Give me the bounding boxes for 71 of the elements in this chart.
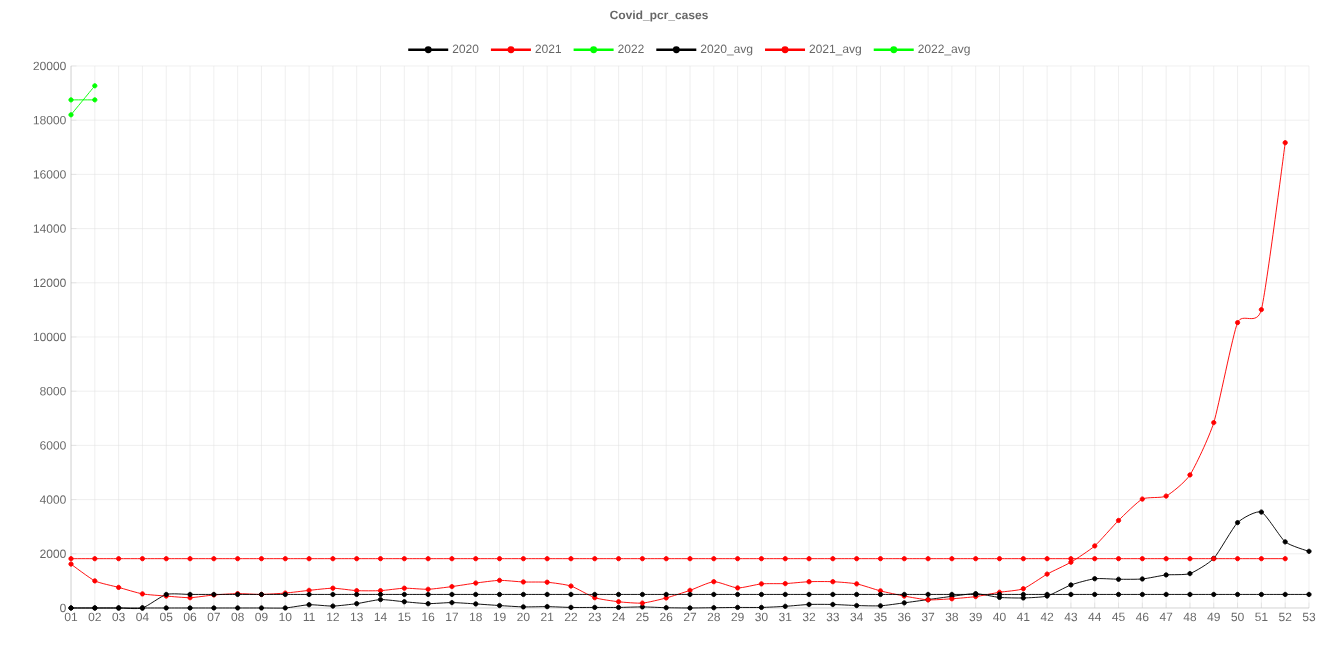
x-tick-label: 43 [1064,612,1078,622]
x-tick-label: 10 [279,612,292,622]
x-tick-label: 40 [993,612,1006,622]
x-tick-label: 51 [1255,612,1268,622]
y-tick-label: 12000 [33,278,66,288]
chart-title: Covid_pcr_cases [610,10,708,22]
x-tick-label: 34 [850,612,863,622]
x-tick-label: 17 [446,612,458,621]
x-tick-label: 37 [921,612,935,622]
x-tick-label: 11 [303,612,315,621]
x-tick-label: 09 [255,612,268,622]
x-tick-label: 45 [1112,612,1125,622]
x-tick-label: 52 [1279,612,1292,622]
x-tick-label: 41 [1016,612,1030,621]
x-tick-label: 03 [112,612,125,622]
y-tick-label: 14000 [33,224,66,233]
x-tick-label: 29 [731,612,744,622]
x-tick-label: 08 [231,612,244,622]
x-tick-label: 26 [660,612,673,622]
x-tick-label: 46 [1135,612,1149,622]
legend-label: 2020_avg [700,44,753,56]
x-tick-label: 06 [183,612,197,622]
x-tick-label: 23 [588,612,601,622]
x-tick-label: 30 [755,612,768,622]
x-tick-label: 20 [517,612,530,622]
x-tick-label: 07 [207,612,220,622]
y-tick-label: 0 [60,603,66,613]
x-tick-label: 28 [707,612,720,622]
legend-label: 2022 [618,44,644,54]
x-tick-label: 42 [1040,612,1054,622]
y-tick-label: 4000 [39,495,66,504]
x-tick-label: 04 [136,612,149,622]
x-tick-label: 50 [1231,612,1244,622]
x-tick-label: 21 [541,612,554,622]
x-tick-label: 44 [1088,612,1102,621]
x-tick-label: 13 [350,612,363,622]
x-tick-label: 22 [564,612,578,622]
x-tick-label: 18 [469,612,482,622]
legend-label: 2020 [452,44,479,54]
x-tick-label: 05 [160,612,173,622]
y-tick-label: 20000 [33,61,66,71]
x-tick-label: 12 [327,612,339,622]
legend-label: 2021 [535,44,562,54]
x-tick-label: 15 [398,612,411,622]
y-tick-label: 2000 [40,549,66,559]
x-tick-label: 02 [88,612,101,622]
x-tick-label: 01 [64,612,78,622]
x-tick-label: 48 [1183,612,1197,622]
x-tick-label: 47 [1159,612,1173,621]
y-tick-label: 6000 [40,441,66,450]
x-tick-label: 35 [874,612,887,622]
x-tick-label: 24 [612,612,625,622]
x-tick-label: 14 [374,612,387,621]
x-tick-label: 19 [493,612,506,622]
y-tick-label: 10000 [33,332,66,342]
legend-label: 2021_avg [809,44,861,56]
y-tick-label: 16000 [33,170,66,179]
x-tick-label: 39 [969,612,982,622]
x-tick-label: 36 [898,612,911,622]
x-tick-label: 32 [802,612,816,622]
x-tick-label: 27 [683,612,697,622]
y-tick-label: 18000 [33,115,66,125]
legend-label: 2022_avg [918,44,970,56]
x-tick-label: 49 [1207,612,1220,622]
y-tick-label: 8000 [40,386,66,396]
x-tick-label: 53 [1302,612,1316,622]
x-tick-label: 31 [779,612,792,622]
x-tick-label: 16 [422,612,435,622]
x-tick-label: 33 [826,612,839,622]
x-tick-label: 25 [636,612,649,622]
x-tick-label: 38 [945,612,959,622]
